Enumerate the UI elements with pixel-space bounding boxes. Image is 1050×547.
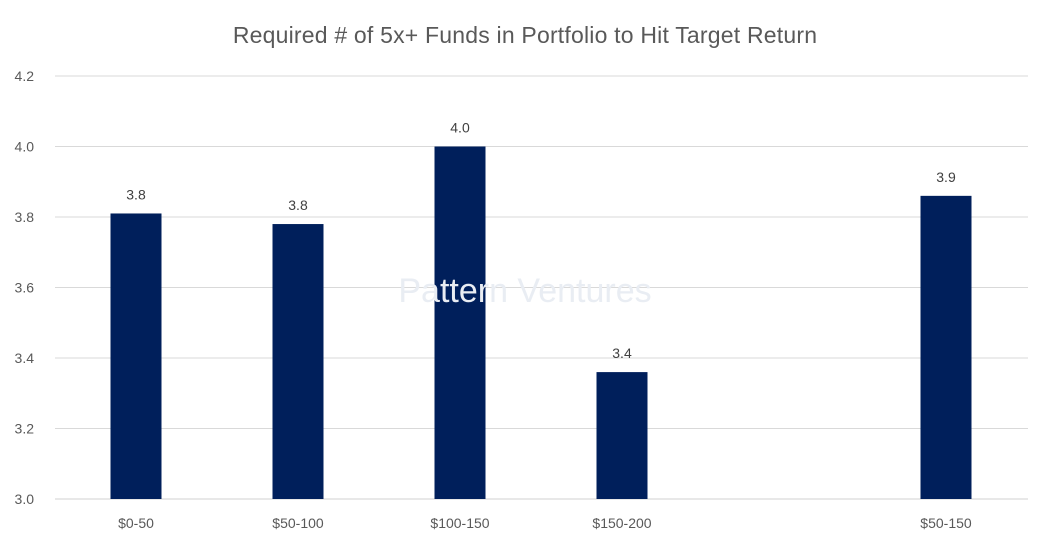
gridlines [55, 75, 1028, 500]
x-tick-label: $50-100 [272, 515, 324, 531]
y-tick-label: 3.6 [15, 280, 35, 296]
y-tick-label: 3.4 [15, 350, 35, 366]
x-tick-label: $0-50 [118, 515, 154, 531]
bar [434, 146, 486, 499]
data-label: 3.9 [936, 169, 956, 185]
y-tick-label: 4.2 [15, 68, 35, 84]
data-labels: 3.8 3.8 4.0 3.4 3.9 [126, 120, 956, 362]
x-tick-label: $50-150 [920, 515, 972, 531]
y-axis-ticks: 3.0 3.2 3.4 3.6 3.8 4.0 4.2 [15, 68, 35, 507]
x-tick-label: $100-150 [430, 515, 489, 531]
bar [110, 213, 162, 499]
bars [110, 146, 972, 500]
chart-title: Required # of 5x+ Funds in Portfolio to … [233, 22, 817, 48]
data-label: 4.0 [450, 120, 470, 136]
bar [596, 372, 648, 499]
bar [920, 195, 972, 499]
x-tick-label: $150-200 [592, 515, 651, 531]
y-tick-label: 3.2 [15, 421, 35, 437]
y-tick-label: 3.8 [15, 209, 35, 225]
data-label: 3.8 [126, 186, 146, 202]
data-label: 3.4 [612, 345, 632, 361]
data-label: 3.8 [288, 197, 308, 213]
watermark: Pattern Ventures [398, 272, 651, 310]
x-axis-ticks: $0-50 $50-100 $100-150 $150-200 $50-150 [118, 515, 972, 531]
bar [272, 224, 324, 500]
y-tick-label: 3.0 [15, 491, 35, 507]
y-tick-label: 4.0 [15, 139, 35, 155]
